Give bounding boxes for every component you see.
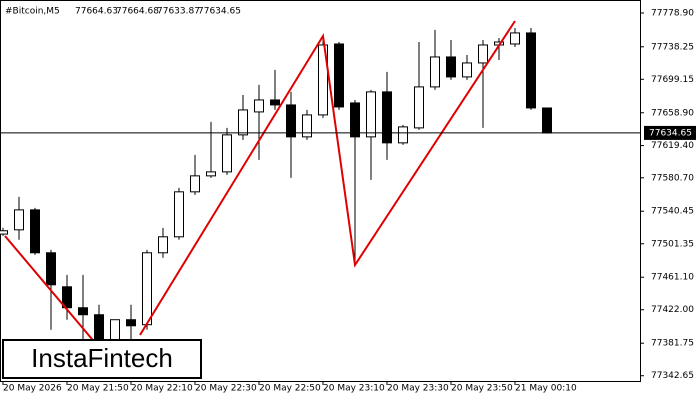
candle-body <box>478 44 488 64</box>
candle-body <box>286 104 296 138</box>
candle-body <box>190 175 200 193</box>
candle-body <box>542 107 552 134</box>
y-tick-label: 77381.75 <box>651 339 694 349</box>
candle-body <box>446 56 456 78</box>
candle-body <box>334 43 344 108</box>
candle-body <box>78 307 88 316</box>
quote-low: 77633.87 <box>157 7 200 17</box>
candle-body <box>414 86 424 129</box>
pattern-line <box>4 235 98 346</box>
candle-body <box>430 56 440 88</box>
y-tick-label: 77501.35 <box>651 239 694 249</box>
x-tick-label: 20 May 23:10 <box>323 384 385 394</box>
y-tick-label: 77658.90 <box>651 108 694 118</box>
candle-body <box>270 99 280 106</box>
y-tick-label: 77461.10 <box>651 273 694 283</box>
candle-body <box>302 114 312 138</box>
candle-body <box>30 209 40 254</box>
candle-body <box>318 44 328 116</box>
candle-body <box>0 230 8 235</box>
candle-body <box>526 32 536 109</box>
x-tick-label: 20 May 21:50 <box>67 384 129 394</box>
y-tick-label: 77619.40 <box>651 141 694 151</box>
y-tick-label: 77778.90 <box>651 8 694 18</box>
x-tick-label: 20 May 22:10 <box>131 384 193 394</box>
logo-box <box>2 339 202 379</box>
candle-body <box>222 134 232 173</box>
candle-body <box>510 32 520 45</box>
pattern-line <box>139 20 516 336</box>
symbol: #Bitcoin,M5 <box>5 7 60 17</box>
last-price-box <box>644 125 696 140</box>
candle-body <box>158 236 168 254</box>
candle-body <box>14 209 24 231</box>
y-tick-label: 77738.25 <box>651 42 694 52</box>
candle-body <box>46 252 56 286</box>
candle-body <box>206 171 216 177</box>
quote-high: 77664.68 <box>116 7 159 17</box>
candle-body <box>254 99 264 113</box>
candle-body <box>142 252 152 326</box>
y-tick-label: 77580.70 <box>651 173 694 183</box>
y-tick-label: 77422.00 <box>651 305 694 315</box>
candle-body <box>174 191 184 238</box>
x-tick-label: 20 May 22:30 <box>195 384 257 394</box>
x-tick-label: 20 May 2026 <box>3 384 62 394</box>
x-tick-label: 21 May 00:10 <box>515 384 577 394</box>
candle-body <box>382 91 392 144</box>
x-tick-label: 20 May 23:50 <box>451 384 513 394</box>
candle-body <box>366 91 376 138</box>
candle-body <box>398 126 408 144</box>
candle-body <box>350 102 360 138</box>
logo: InstaFintech <box>31 343 173 373</box>
candle-body <box>462 62 472 78</box>
candle-body <box>62 286 72 309</box>
candle-body <box>238 109 248 136</box>
y-tick-label: 77699.15 <box>651 75 694 85</box>
quote-close: 77634.65 <box>198 7 241 17</box>
y-tick-label: 77540.45 <box>651 207 694 217</box>
last-price-label: 77634.65 <box>649 128 692 138</box>
quote-open: 77664.63 <box>75 7 118 17</box>
x-tick-label: 20 May 22:50 <box>259 384 321 394</box>
y-tick-label: 77342.65 <box>651 371 694 381</box>
candle-body <box>126 319 136 327</box>
x-tick-label: 20 May 23:30 <box>387 384 449 394</box>
